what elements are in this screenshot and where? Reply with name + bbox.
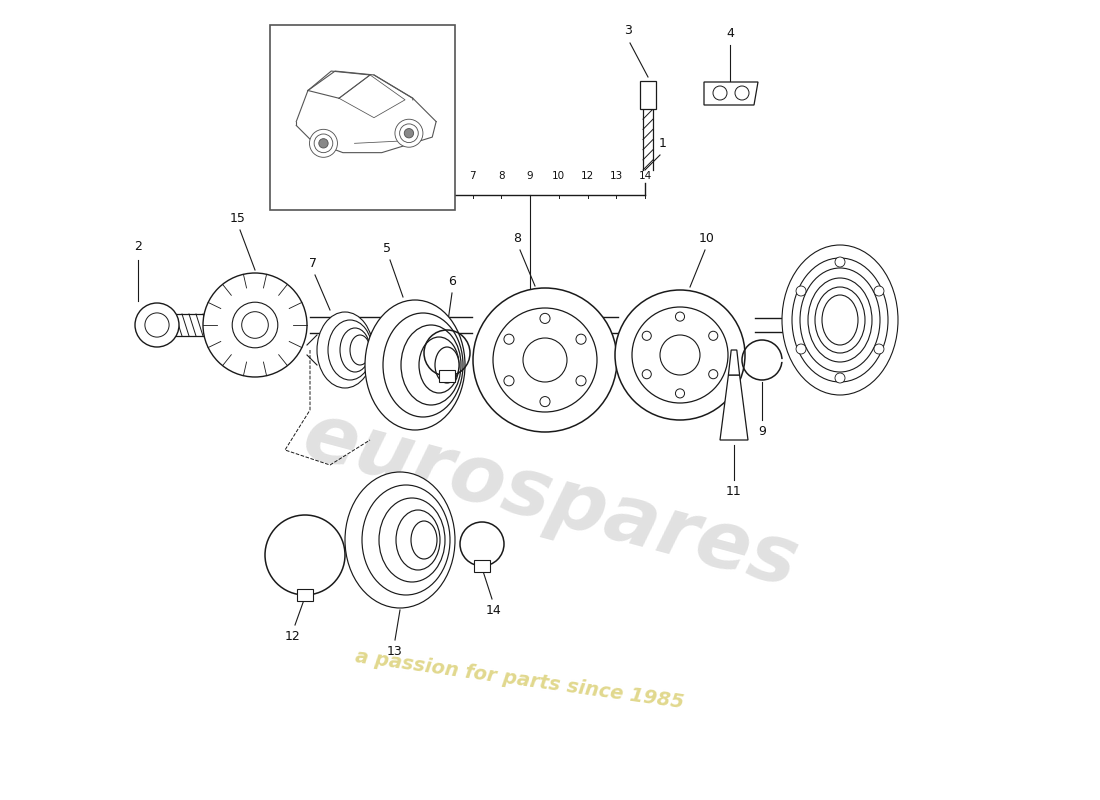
Circle shape — [835, 257, 845, 267]
Circle shape — [708, 370, 718, 378]
Text: 4: 4 — [726, 27, 734, 40]
Ellipse shape — [379, 498, 446, 582]
Polygon shape — [728, 350, 739, 375]
Ellipse shape — [792, 258, 888, 382]
Circle shape — [135, 303, 179, 347]
Circle shape — [145, 313, 169, 337]
Circle shape — [735, 86, 749, 100]
Ellipse shape — [402, 325, 461, 405]
Text: eurospares: eurospares — [294, 397, 806, 603]
Circle shape — [204, 273, 307, 377]
Ellipse shape — [808, 278, 872, 362]
Circle shape — [319, 138, 328, 148]
Text: 6: 6 — [448, 275, 455, 288]
Text: 13: 13 — [387, 645, 403, 658]
Text: a passion for parts since 1985: a passion for parts since 1985 — [354, 647, 685, 713]
Ellipse shape — [340, 328, 370, 372]
Text: 9: 9 — [758, 425, 766, 438]
Circle shape — [540, 397, 550, 406]
Circle shape — [473, 288, 617, 432]
Ellipse shape — [345, 472, 455, 608]
Circle shape — [399, 124, 418, 142]
Text: 10: 10 — [552, 171, 565, 181]
Circle shape — [242, 312, 268, 338]
Polygon shape — [720, 375, 748, 440]
Ellipse shape — [317, 312, 373, 388]
Text: 8: 8 — [513, 232, 521, 245]
Circle shape — [708, 331, 718, 340]
Circle shape — [660, 335, 700, 375]
Circle shape — [395, 119, 422, 147]
Circle shape — [576, 376, 586, 386]
Bar — [297, 589, 313, 601]
Circle shape — [576, 334, 586, 344]
Ellipse shape — [383, 313, 463, 417]
Text: 1: 1 — [659, 137, 667, 150]
Circle shape — [796, 286, 806, 296]
Polygon shape — [704, 82, 758, 105]
Text: 11: 11 — [726, 485, 741, 498]
Text: 9: 9 — [527, 171, 534, 181]
Circle shape — [309, 130, 338, 158]
Circle shape — [713, 86, 727, 100]
Text: 3: 3 — [624, 24, 631, 37]
Ellipse shape — [815, 287, 865, 353]
Text: 7: 7 — [309, 257, 317, 270]
Text: 2: 2 — [134, 240, 142, 253]
Circle shape — [540, 314, 550, 323]
Circle shape — [642, 331, 651, 340]
Circle shape — [504, 376, 514, 386]
Circle shape — [642, 370, 651, 378]
Circle shape — [405, 129, 414, 138]
Text: 15: 15 — [230, 212, 246, 225]
Text: 5: 5 — [411, 171, 418, 181]
Ellipse shape — [782, 245, 898, 395]
Text: 14: 14 — [638, 171, 651, 181]
Ellipse shape — [365, 300, 465, 430]
Circle shape — [232, 302, 278, 348]
Circle shape — [522, 338, 566, 382]
Circle shape — [874, 344, 884, 354]
Text: 12: 12 — [581, 171, 594, 181]
Ellipse shape — [434, 347, 459, 383]
Circle shape — [615, 290, 745, 420]
Ellipse shape — [822, 295, 858, 345]
Ellipse shape — [800, 268, 880, 372]
Circle shape — [675, 389, 684, 398]
Circle shape — [315, 134, 333, 153]
Text: 8: 8 — [498, 171, 505, 181]
Text: 6: 6 — [440, 171, 447, 181]
Circle shape — [632, 307, 728, 403]
Ellipse shape — [396, 510, 440, 570]
Text: 7: 7 — [470, 171, 476, 181]
Text: 10: 10 — [700, 232, 715, 245]
Circle shape — [675, 312, 684, 321]
Bar — [439, 370, 455, 382]
Circle shape — [504, 334, 514, 344]
Bar — [270, 25, 455, 210]
Circle shape — [493, 308, 597, 412]
Ellipse shape — [350, 335, 370, 365]
Bar — [640, 81, 656, 109]
Ellipse shape — [362, 485, 450, 595]
Text: 13: 13 — [609, 171, 623, 181]
Text: 12: 12 — [285, 630, 301, 643]
Ellipse shape — [419, 337, 459, 393]
Text: 5: 5 — [383, 242, 390, 255]
Bar — [474, 560, 490, 572]
Circle shape — [835, 373, 845, 383]
Text: 14: 14 — [486, 604, 502, 617]
Circle shape — [796, 344, 806, 354]
Circle shape — [874, 286, 884, 296]
Ellipse shape — [411, 521, 437, 559]
Ellipse shape — [328, 320, 372, 380]
